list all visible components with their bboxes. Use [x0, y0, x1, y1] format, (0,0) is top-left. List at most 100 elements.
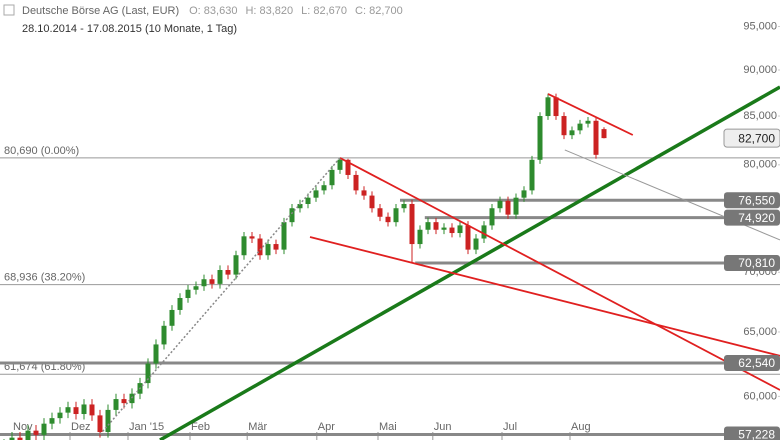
- candle-body: [433, 222, 439, 230]
- candle-body: [353, 174, 359, 191]
- candle-body: [49, 418, 55, 424]
- y-tick-label: 60,000: [743, 390, 777, 402]
- candle-body: [281, 222, 287, 250]
- candle-body: [265, 244, 271, 256]
- plot: 60,00065,00070,00075,00080,00085,00090,0…: [0, 20, 780, 440]
- candle-body: [553, 97, 559, 117]
- ohlc-label: O: 83,630: [189, 5, 237, 17]
- candle-body: [577, 123, 583, 131]
- fib-label: 68,936 (38.20%): [4, 272, 85, 284]
- candle-body: [337, 159, 343, 170]
- candle-body: [113, 399, 119, 410]
- candle-body: [217, 270, 223, 284]
- level-tag-label: 70,810: [738, 256, 775, 270]
- x-tick-label: Mai: [379, 421, 397, 433]
- y-tick-label: 85,000: [743, 110, 777, 122]
- candle-body: [377, 208, 383, 217]
- level-tag: [724, 426, 780, 440]
- candle-body: [321, 185, 327, 191]
- trendline: [339, 157, 780, 391]
- candle-body: [425, 222, 431, 230]
- candle-body: [489, 208, 495, 226]
- candle-body: [601, 129, 607, 139]
- candle-body: [417, 229, 423, 245]
- candle-body: [505, 200, 511, 215]
- candle-body: [497, 200, 503, 209]
- candle-body: [17, 437, 23, 440]
- candle-body: [273, 244, 279, 250]
- candle-body: [153, 344, 159, 364]
- candle-body: [313, 190, 319, 198]
- candle-body: [401, 203, 407, 209]
- candle-body: [25, 430, 31, 440]
- candle-body: [209, 279, 215, 284]
- candle-body: [257, 238, 263, 256]
- candle-body: [233, 255, 239, 275]
- x-tick-label: Aug: [571, 421, 591, 433]
- candle-body: [561, 116, 567, 136]
- candle-body: [449, 227, 455, 234]
- x-tick-label: Jun: [434, 421, 452, 433]
- fib-label: 80,690 (0.00%): [4, 145, 79, 157]
- candle-body: [177, 298, 183, 310]
- candle-body: [9, 437, 15, 440]
- candle-body: [145, 363, 151, 384]
- candle-body: [409, 203, 415, 245]
- trendline: [309, 236, 780, 357]
- candle-body: [185, 289, 191, 299]
- candle-body: [481, 225, 487, 239]
- candle-body: [369, 195, 375, 209]
- candle-body: [545, 97, 551, 117]
- candle-body: [193, 286, 199, 290]
- candle-body: [81, 404, 87, 415]
- candle-body: [361, 190, 367, 196]
- price-tag: [723, 128, 780, 148]
- level-tag-label: 57,228: [738, 428, 775, 440]
- candle-body: [65, 407, 71, 413]
- candle-body: [585, 120, 591, 124]
- ohlc-label: L: 82,670: [301, 5, 347, 17]
- x-tick-label: Jul: [503, 421, 517, 433]
- candle-body: [385, 216, 391, 223]
- candle-body: [105, 409, 111, 433]
- x-tick-label: Jan '15: [129, 421, 164, 433]
- candle-body: [297, 203, 303, 209]
- level-tag: [724, 209, 780, 226]
- candle-body: [537, 116, 543, 160]
- candle-body: [441, 227, 447, 230]
- candle-body: [393, 208, 399, 223]
- level-tag-label: 74,920: [738, 211, 775, 225]
- chart-title: Deutsche Börse AG (Last, EUR): [22, 5, 179, 17]
- level-tag: [724, 192, 780, 209]
- y-tick-label: 90,000: [743, 64, 777, 76]
- logo: [3, 4, 15, 16]
- candle-body: [289, 208, 295, 223]
- candle-body: [473, 238, 479, 250]
- x-tick-label: Dez: [71, 421, 91, 433]
- candle-body: [345, 159, 351, 175]
- ohlc-label: H: 83,820: [245, 5, 293, 17]
- header: Deutsche Börse AG (Last, EUR) 28.10.2014…: [3, 4, 403, 35]
- candle-body: [569, 130, 575, 136]
- candle-body: [97, 415, 103, 433]
- x-tick-label: Mär: [248, 421, 267, 433]
- candle-body: [593, 120, 599, 155]
- candle-body: [57, 412, 63, 419]
- candle-body: [305, 197, 311, 204]
- price-tag-label: 82,700: [738, 131, 775, 145]
- ohlc-label: C: 82,700: [355, 5, 403, 17]
- level-tag-label: 76,550: [738, 193, 775, 207]
- trendline: [99, 157, 341, 435]
- trendline: [547, 93, 634, 136]
- candle-body: [161, 325, 167, 345]
- level-tag: [724, 255, 780, 272]
- x-tick-label: Feb: [191, 421, 210, 433]
- candle-body: [457, 225, 463, 234]
- candle-body: [41, 423, 47, 435]
- candle-body: [73, 407, 79, 415]
- candle-body: [529, 159, 535, 191]
- candle-body: [465, 225, 471, 250]
- candle-body: [33, 430, 39, 435]
- candle-body: [249, 236, 255, 239]
